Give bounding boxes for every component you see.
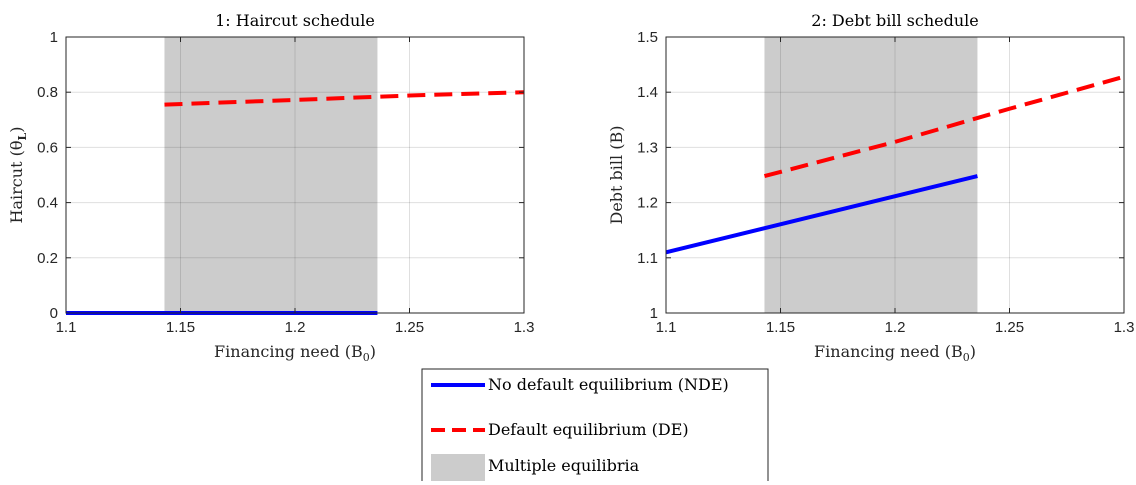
chart-title: 2: Debt bill schedule: [811, 11, 978, 30]
y-tick-label: 0: [50, 305, 58, 322]
no-default-equilibrium-line: [665, 174, 978, 255]
y-tick-label: 0.2: [37, 250, 58, 267]
default-equilibrium-line: [164, 90, 525, 107]
y-axis-label-text: Debt bill (B): [607, 126, 626, 225]
x-tick-label: 1.3: [1114, 319, 1135, 336]
x-axis-label-text: Financing need (B: [214, 342, 363, 361]
y-tick-label: 1: [50, 29, 58, 46]
chart-title: 1: Haircut schedule: [215, 11, 375, 30]
x-tick-label: 1.25: [995, 319, 1024, 336]
multiple-equilibria-region: [764, 37, 978, 313]
legend: No default equilibrium (NDE) Default equi…: [421, 368, 769, 483]
y-tick-label: 1.1: [637, 250, 658, 267]
y-tick-label: 0.6: [37, 139, 58, 156]
x-axis-label-subscript: 0: [363, 351, 370, 364]
y-tick-label: 0.8: [37, 84, 58, 101]
y-tick-label: 1.2: [637, 195, 658, 212]
x-tick-label: 1.2: [885, 319, 906, 336]
x-tick-label: 1.1: [656, 319, 677, 336]
y-tick-label: 1.5: [637, 29, 658, 46]
x-tick-label: 1.3: [514, 319, 535, 336]
y-axis-label: Debt bill (B): [607, 126, 626, 225]
y-axis-label-text: Haircut (θ: [7, 141, 26, 224]
multiple-equilibria-region: [164, 37, 378, 313]
y-axis-label-subscript: L: [16, 133, 29, 141]
legend-label: No default equilibrium (NDE): [488, 375, 729, 394]
y-tick-label: 1.3: [637, 139, 658, 156]
x-axis-label-text: Financing need (B: [814, 342, 963, 361]
y-axis-label-close: ): [7, 127, 26, 133]
x-tick-label: 1.25: [395, 319, 424, 336]
x-tick-label: 1.1: [56, 319, 77, 336]
chart-panel-2: 1.1 1.15 1.2 1.25 1.311.11.21.31.41.52: Debt…: [607, 11, 1134, 364]
legend-label: Default equilibrium (DE): [488, 420, 689, 439]
x-tick-label: 1.15: [166, 319, 195, 336]
default-equilibrium-line: [763, 74, 1125, 179]
chart-panel-1: 1.1 1.15 1.2 1.25 1.3 0 0.2 0.4 0.6 0.8 1 1: Haircu…: [7, 11, 534, 364]
x-tick-label: 1.2: [285, 319, 306, 336]
x-axis-label-close: ): [370, 342, 376, 361]
y-tick-label: 0.4: [37, 195, 58, 212]
x-axis-label: Financing need (B0): [214, 342, 376, 364]
x-axis-label: Financing need (B0): [814, 342, 976, 364]
y-axis-label: Haircut (θL): [7, 127, 29, 224]
legend-label: Multiple equilibria: [488, 456, 640, 475]
y-tick-label: 1.4: [637, 84, 658, 101]
legend-patch-multiple-equilibria: [431, 454, 485, 481]
x-tick-label: 1.15: [766, 319, 795, 336]
y-tick-label: 1: [650, 305, 658, 322]
x-axis-label-subscript: 0: [963, 351, 970, 364]
x-axis-label-close: ): [970, 342, 976, 361]
